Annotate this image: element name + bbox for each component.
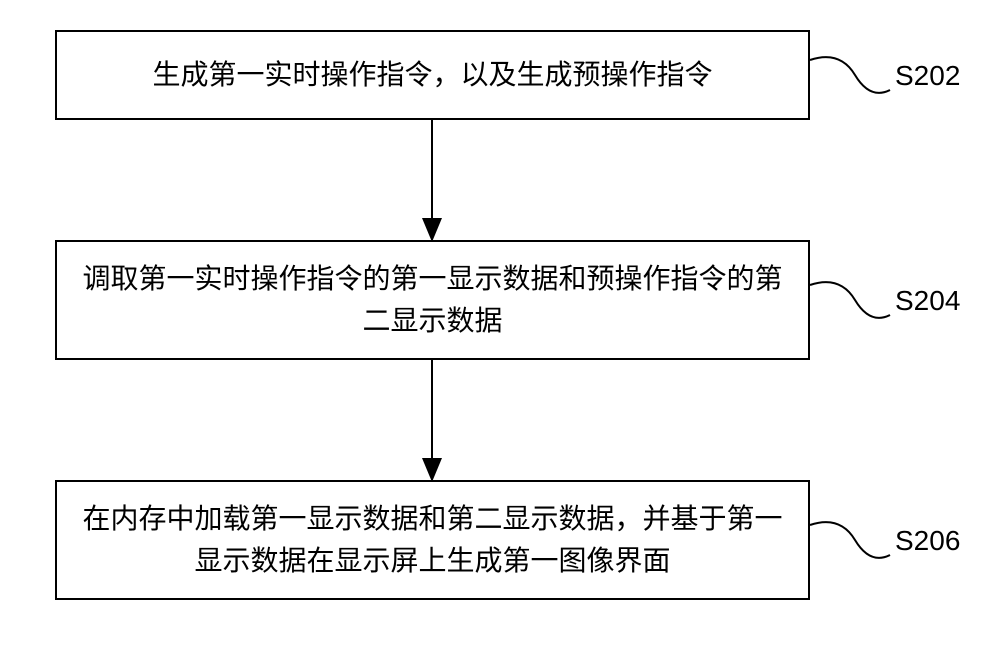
brace-3 (0, 0, 1000, 652)
flowchart-canvas: 生成第一实时操作指令，以及生成预操作指令 调取第一实时操作指令的第一显示数据和预… (0, 0, 1000, 652)
step-label-3: S206 (895, 525, 960, 557)
step-label-3-text: S206 (895, 525, 960, 556)
